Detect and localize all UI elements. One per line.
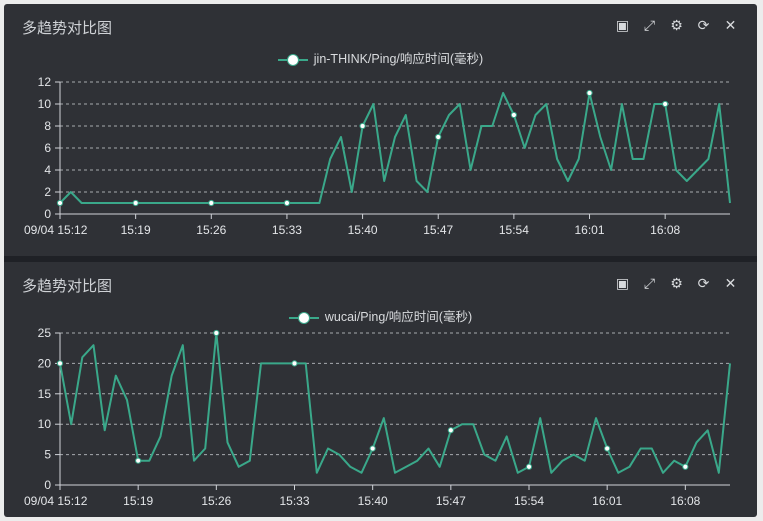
data-point bbox=[213, 329, 220, 337]
series-line bbox=[59, 92, 731, 204]
gear-icon[interactable]: ⚙ bbox=[670, 17, 683, 33]
y-tick-label: 15 bbox=[38, 387, 52, 401]
data-point bbox=[56, 199, 64, 207]
data-point bbox=[283, 199, 291, 207]
x-tick-label: 16:08 bbox=[670, 494, 700, 508]
y-tick-label: 10 bbox=[38, 417, 52, 431]
y-tick-label: 0 bbox=[44, 207, 51, 221]
x-tick-label: 15:33 bbox=[279, 494, 309, 508]
y-tick-label: 8 bbox=[44, 119, 51, 133]
x-tick-label: 16:01 bbox=[575, 223, 605, 237]
x-tick-label: 15:40 bbox=[358, 494, 388, 508]
x-tick-label: 15:33 bbox=[272, 223, 302, 237]
legend-dot bbox=[297, 311, 310, 324]
x-tick-label: 15:40 bbox=[348, 223, 378, 237]
line-chart-1: 0 2 4 6 8 10 12 09/04 15:12 15:19 15:26 15:33 15:40… bbox=[24, 75, 731, 237]
x-tick-label: 15:19 bbox=[121, 223, 151, 237]
y-tick-label: 25 bbox=[38, 326, 52, 340]
data-point bbox=[208, 199, 215, 207]
y-tick-label: 10 bbox=[38, 97, 52, 111]
data-point bbox=[662, 100, 669, 108]
legend-marker bbox=[288, 311, 319, 324]
y-tick-label: 6 bbox=[44, 141, 51, 155]
chart-legend[interactable]: wucai/Ping/响应时间(毫秒) bbox=[4, 306, 757, 325]
y-tick-label: 0 bbox=[44, 478, 51, 492]
data-point bbox=[56, 360, 64, 367]
y-tick-label: 20 bbox=[38, 356, 52, 370]
refresh-icon[interactable]: ⟳ bbox=[697, 275, 710, 291]
x-tick-label: 15:54 bbox=[514, 494, 544, 508]
data-point bbox=[435, 133, 442, 141]
line-chart-2: 0 5 10 15 20 25 09/04 15:12 15:19 15:26 15:33 15:4… bbox=[24, 326, 731, 508]
legend-label: jin-THINK/Ping/响应时间(毫秒) bbox=[313, 52, 484, 66]
data-point bbox=[525, 463, 533, 470]
data-point bbox=[604, 445, 611, 452]
data-point bbox=[682, 463, 689, 470]
dashboard-frame: 多趋势对比图 ▣ ⤢ ⚙ ⟳ ✕ jin-THINK/Ping/响应时间(毫秒)… bbox=[4, 4, 757, 517]
trend-panel-2: 多趋势对比图 ▣ ⤢ ⚙ ⟳ ✕ wucai/Ping/响应时间(毫秒) 0 5 1… bbox=[4, 262, 757, 514]
data-point bbox=[447, 427, 454, 434]
y-tick-label: 5 bbox=[44, 448, 51, 462]
data-point bbox=[135, 457, 142, 464]
trend-panel-1: 多趋势对比图 ▣ ⤢ ⚙ ⟳ ✕ jin-THINK/Ping/响应时间(毫秒)… bbox=[4, 4, 757, 256]
x-tick-label: 16:01 bbox=[592, 494, 622, 508]
close-icon[interactable]: ✕ bbox=[724, 17, 737, 33]
refresh-icon[interactable]: ⟳ bbox=[697, 17, 710, 33]
chart-legend[interactable]: jin-THINK/Ping/响应时间(毫秒) bbox=[4, 48, 757, 67]
legend-marker bbox=[277, 53, 308, 66]
y-tick-label: 2 bbox=[44, 185, 51, 199]
y-tick-label: 12 bbox=[38, 75, 52, 89]
data-point bbox=[359, 122, 366, 130]
x-tick-label: 15:19 bbox=[123, 494, 153, 508]
panel-toolbar: ▣ ⤢ ⚙ ⟳ ✕ bbox=[614, 275, 739, 292]
close-icon[interactable]: ✕ bbox=[724, 275, 737, 291]
x-tick-label: 16:08 bbox=[650, 223, 680, 237]
x-tick-label: 15:47 bbox=[423, 223, 453, 237]
panel-title: 多趋势对比图 bbox=[22, 278, 113, 295]
data-point bbox=[510, 111, 517, 119]
x-tick-label: 15:26 bbox=[201, 494, 231, 508]
legend-label: wucai/Ping/响应时间(毫秒) bbox=[324, 310, 473, 324]
legend-dot bbox=[286, 53, 299, 66]
data-point bbox=[291, 360, 298, 367]
data-point bbox=[132, 199, 139, 207]
fullscreen-icon[interactable]: ⤢ bbox=[643, 17, 656, 33]
restore-icon[interactable]: ▣ bbox=[615, 275, 630, 291]
data-point bbox=[586, 89, 593, 97]
x-tick-label: 15:47 bbox=[436, 494, 466, 508]
gear-icon[interactable]: ⚙ bbox=[670, 275, 683, 291]
panel-title: 多趋势对比图 bbox=[22, 20, 113, 37]
x-tick-label: 15:26 bbox=[196, 223, 226, 237]
restore-icon[interactable]: ▣ bbox=[615, 17, 630, 33]
data-point bbox=[369, 445, 376, 452]
panel-toolbar: ▣ ⤢ ⚙ ⟳ ✕ bbox=[614, 17, 739, 34]
panel-divider bbox=[4, 256, 757, 262]
fullscreen-icon[interactable]: ⤢ bbox=[643, 275, 656, 291]
y-tick-label: 4 bbox=[44, 163, 51, 177]
x-tick-label: 09/04 15:12 bbox=[24, 223, 88, 237]
x-tick-label: 15:54 bbox=[499, 223, 529, 237]
x-tick-label: 09/04 15:12 bbox=[24, 494, 88, 508]
series-line bbox=[59, 332, 731, 474]
